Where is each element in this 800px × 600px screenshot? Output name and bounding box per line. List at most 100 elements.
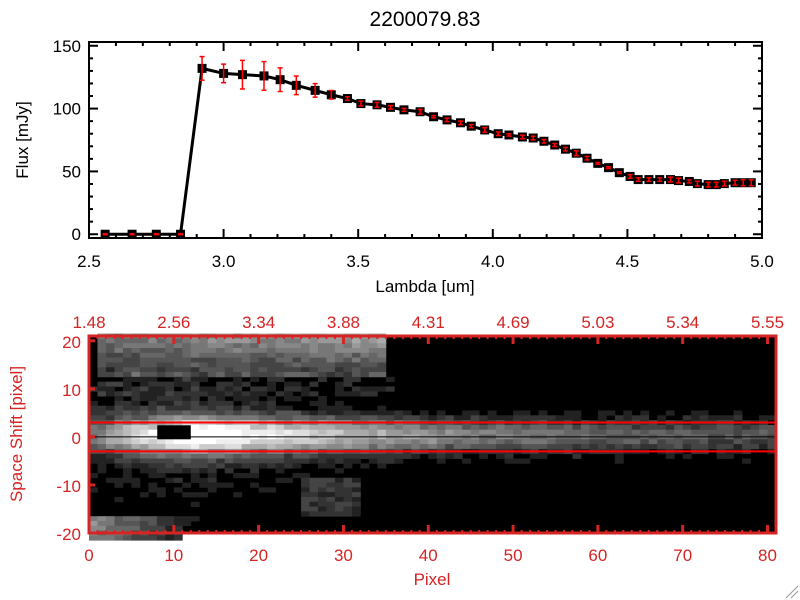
image-pixel: [182, 367, 192, 373]
spectrum-frame: [88, 41, 763, 239]
image-pixel: [343, 477, 353, 483]
image-pixel: [241, 343, 251, 349]
image-pixel: [207, 386, 217, 392]
image-pixel: [216, 362, 226, 368]
image-pixel: [122, 477, 132, 483]
image-pixel: [122, 386, 132, 392]
image-pixel: [250, 386, 260, 392]
image-pixel: [640, 429, 650, 435]
image-pixel: [258, 487, 268, 493]
image-pixel: [334, 386, 344, 392]
image-pixel: [267, 338, 276, 344]
image-pixel: [351, 343, 361, 349]
image-pixel: [563, 439, 573, 445]
image-pixel: [402, 453, 412, 459]
image-pixel: [284, 352, 293, 359]
image-pixel: [657, 424, 667, 431]
image-pixel: [351, 348, 361, 354]
image-pixel: [572, 439, 582, 445]
image-pixel: [250, 405, 260, 411]
image-pixel: [190, 477, 200, 483]
image-pixel: [173, 391, 183, 397]
image-pixel: [360, 343, 370, 349]
x-tick-label: 2.5: [77, 252, 101, 271]
image-pixel: [665, 439, 675, 445]
image-pixel: [258, 357, 268, 363]
image-pixel: [241, 338, 251, 344]
image-y-axis-label: Space Shift [pixel]: [7, 366, 26, 502]
image-pixel: [207, 415, 217, 421]
image-pixel: [114, 444, 124, 450]
image-pixel: [241, 458, 251, 464]
image-pixel: [343, 362, 353, 368]
image-pixel: [326, 458, 336, 464]
image-pixel: [241, 439, 251, 445]
image-pixel: [733, 444, 743, 450]
image-pixel: [318, 372, 327, 378]
image-pixel: [742, 424, 751, 431]
image-pixel: [105, 477, 115, 483]
y-tick-label: 150: [53, 37, 81, 56]
image-pixel: [309, 352, 319, 359]
image-pixel: [148, 453, 158, 459]
image-pixel: [301, 506, 310, 512]
image-pixel: [504, 424, 514, 431]
image-pixel: [351, 496, 361, 503]
image-pixel: [114, 352, 124, 359]
image-pixel: [233, 453, 243, 459]
image-pixel: [173, 458, 183, 464]
image-pixel: [750, 439, 760, 445]
image-pixel: [105, 381, 115, 387]
image-pixel: [334, 429, 344, 435]
image-pixel: [326, 444, 336, 450]
image-pixel: [470, 424, 480, 431]
image-pixel: [368, 367, 378, 373]
image-pixel: [165, 468, 175, 474]
image-pixel: [233, 458, 243, 464]
image-pixel: [190, 492, 200, 498]
image-pixel: [207, 367, 217, 373]
image-pixel: [555, 424, 565, 431]
image-pixel: [343, 424, 353, 431]
image-pixel: [173, 415, 183, 421]
error-bar: [740, 178, 746, 187]
image-pixel: [148, 372, 158, 378]
image-pixel: [156, 348, 166, 354]
resize-grip-icon[interactable]: [785, 585, 799, 599]
image-pixel: [216, 444, 226, 450]
image-pixel: [334, 381, 344, 387]
image-pixel: [258, 458, 268, 464]
image-pixel: [708, 424, 718, 431]
image-pixel: [267, 376, 276, 383]
image-pixel: [343, 453, 353, 459]
y-axis-label: Flux [mJy]: [13, 101, 32, 178]
image-pixel: [233, 439, 243, 445]
error-bar: [676, 177, 682, 184]
image-pixel: [207, 439, 217, 445]
aperture-lines: [89, 421, 776, 453]
image-pixel: [309, 357, 319, 363]
image-pixel: [284, 463, 293, 469]
image-pixel: [182, 458, 192, 464]
image-pixel: [105, 516, 115, 522]
image-pixel: [250, 429, 260, 435]
image-pixel: [97, 458, 107, 464]
image-pixel: [139, 410, 149, 416]
image-pixel: [606, 444, 616, 450]
image-pixel: [122, 439, 132, 445]
image-pixel: [275, 468, 285, 474]
image-pixel: [479, 439, 489, 445]
image-pixel: [190, 352, 200, 359]
wavelength-tick-label: 3.34: [242, 313, 275, 332]
image-pixel: [156, 444, 166, 450]
image-pixel: [301, 472, 310, 479]
image-pixel: [216, 400, 226, 407]
image-x-axis-label: Pixel: [414, 570, 451, 589]
image-pixel: [419, 424, 429, 431]
image-pixel: [241, 453, 251, 459]
y-tick-label: 50: [62, 162, 81, 181]
image-pixel: [173, 487, 183, 493]
image-pixel: [284, 367, 293, 373]
image-pixel: [122, 367, 132, 373]
image-pixel: [122, 453, 132, 459]
